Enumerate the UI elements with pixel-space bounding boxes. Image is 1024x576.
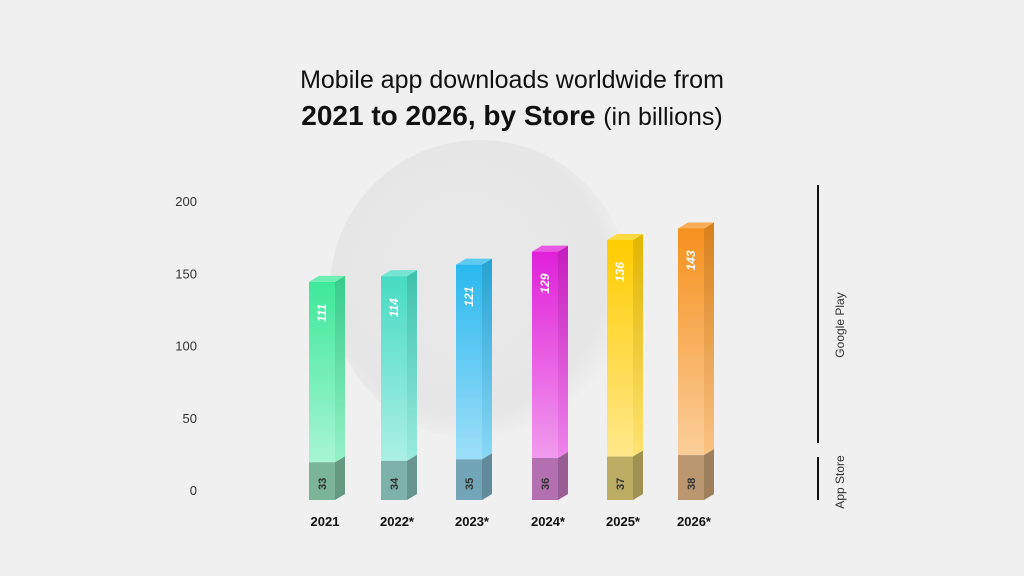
legend-app-store: App Store (833, 455, 847, 509)
bar-group: 136 37 2025* (606, 234, 643, 529)
x-tick-label: 2021 (311, 514, 340, 529)
y-tick-label: 0 (190, 483, 197, 498)
bar-group: 121 35 2023* (455, 258, 492, 529)
google-play-value-label: 136 (613, 262, 627, 282)
google-play-bar (456, 264, 482, 460)
y-tick-label: 50 (183, 411, 197, 426)
google-play-bar (309, 281, 335, 463)
app-store-value-label: 38 (686, 478, 698, 490)
google-play-bar-side (558, 245, 568, 458)
google-play-bar-side (633, 234, 643, 457)
chart-title-unit: (in billions) (603, 103, 723, 131)
google-play-bar (532, 251, 558, 458)
app-store-value-label: 34 (389, 477, 401, 490)
bar-group: 143 38 2026* (677, 222, 714, 529)
app-store-value-label: 37 (615, 478, 627, 490)
google-play-bar-side (704, 222, 714, 456)
chart-title-line1: Mobile app downloads worldwide from (300, 66, 724, 94)
google-play-bar-top (381, 270, 417, 277)
google-play-bar (381, 276, 407, 461)
bar-group: 129 36 2024* (531, 245, 568, 529)
app-store-bar (381, 460, 407, 500)
google-play-bar-top (309, 275, 345, 282)
app-store-bar-side (633, 450, 643, 500)
google-play-bar (607, 240, 633, 457)
google-play-value-label: 121 (462, 286, 476, 306)
app-store-value-label: 36 (540, 478, 552, 490)
google-play-value-label: 114 (387, 298, 401, 317)
app-store-value-label: 33 (317, 478, 329, 490)
bar-group: 114 34 2022* (380, 270, 417, 529)
x-tick-label: 2025* (606, 514, 641, 529)
google-play-bar-top (607, 234, 643, 241)
y-tick-label: 200 (175, 194, 197, 209)
chart-title-line2: 2021 to 2026, by Store (in billions) (0, 100, 1024, 132)
legend-google-play: Google Play (833, 292, 847, 357)
google-play-bar-top (532, 245, 568, 252)
app-store-bar (607, 456, 633, 500)
app-store-bar-side (704, 449, 714, 500)
google-play-bar (678, 228, 704, 456)
google-play-bar-top (456, 258, 492, 265)
app-store-bar (532, 457, 558, 500)
x-tick-label: 2026* (677, 514, 712, 529)
google-play-bar-side (482, 258, 492, 460)
google-play-bar-side (335, 275, 345, 463)
app-store-value-label: 35 (464, 478, 476, 490)
google-play-bar-side (407, 270, 417, 461)
google-play-value-label: 143 (684, 250, 698, 270)
app-store-bar-side (407, 454, 417, 500)
y-tick-label: 150 (175, 266, 197, 281)
app-store-bar (309, 462, 335, 500)
google-play-value-label: 111 (315, 304, 329, 323)
app-store-bar-side (335, 456, 345, 500)
x-tick-label: 2024* (531, 514, 566, 529)
chart-title-bold: 2021 to 2026, by Store (301, 100, 596, 131)
bar-group: 111 33 2021 (309, 275, 345, 529)
y-tick-label: 100 (175, 339, 197, 354)
google-play-bar-top (678, 222, 714, 229)
app-store-bar-side (558, 451, 568, 500)
google-play-value-label: 129 (538, 273, 552, 293)
app-store-bar (456, 459, 482, 500)
app-store-bar (678, 455, 704, 500)
x-tick-label: 2022* (380, 514, 415, 529)
x-tick-label: 2023* (455, 514, 490, 529)
app-store-bar-side (482, 453, 492, 500)
